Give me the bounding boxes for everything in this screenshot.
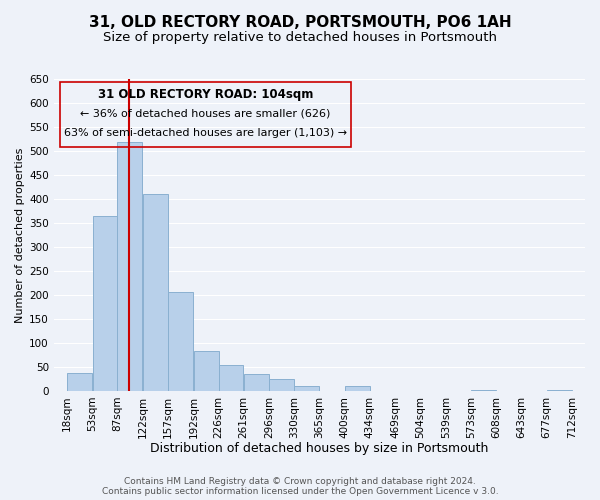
Text: 31 OLD RECTORY ROAD: 104sqm: 31 OLD RECTORY ROAD: 104sqm	[98, 88, 313, 101]
Bar	[92, 216, 118, 391]
Bar	[471, 390, 496, 391]
Y-axis label: Number of detached properties: Number of detached properties	[15, 147, 25, 322]
Bar	[269, 380, 295, 391]
Bar	[294, 386, 319, 391]
Text: 31, OLD RECTORY ROAD, PORTSMOUTH, PO6 1AH: 31, OLD RECTORY ROAD, PORTSMOUTH, PO6 1A…	[89, 15, 511, 30]
Bar	[218, 366, 244, 391]
Bar	[67, 372, 92, 391]
Bar	[143, 194, 168, 391]
X-axis label: Distribution of detached houses by size in Portsmouth: Distribution of detached houses by size …	[150, 442, 488, 455]
Bar	[244, 374, 269, 391]
Text: 63% of semi-detached houses are larger (1,103) →: 63% of semi-detached houses are larger (…	[64, 128, 347, 138]
Bar	[345, 386, 370, 391]
Bar	[118, 142, 142, 391]
Text: Contains public sector information licensed under the Open Government Licence v : Contains public sector information licen…	[101, 486, 499, 496]
Bar	[169, 292, 193, 391]
Text: Size of property relative to detached houses in Portsmouth: Size of property relative to detached ho…	[103, 31, 497, 44]
Text: Contains HM Land Registry data © Crown copyright and database right 2024.: Contains HM Land Registry data © Crown c…	[124, 476, 476, 486]
Bar	[547, 390, 572, 391]
Bar	[194, 350, 218, 391]
Text: ← 36% of detached houses are smaller (626): ← 36% of detached houses are smaller (62…	[80, 109, 331, 119]
